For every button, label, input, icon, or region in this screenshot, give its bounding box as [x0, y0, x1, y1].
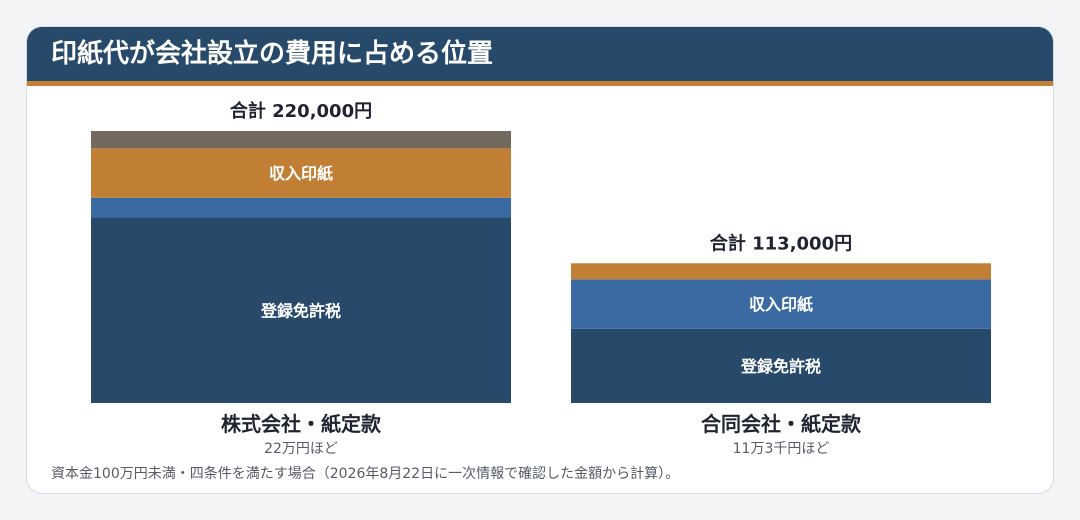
bar-segment-2-2	[571, 279, 991, 329]
bar-segment-1-3	[91, 148, 511, 198]
bar-segment-2-3	[571, 263, 991, 280]
segment-label: 収入印紙	[749, 295, 813, 314]
footnote: 資本金100万円未満・四条件を満たす場合（2026年8月22日に一次情報で確認し…	[51, 466, 680, 482]
category-sublabel: 22万円ほど	[264, 441, 338, 457]
bar-segment-2-1	[571, 328, 991, 403]
category-label: 株式会社・紙定款	[221, 412, 382, 436]
category-label: 合同会社・紙定款	[701, 412, 862, 436]
title-accent-line	[27, 81, 1053, 86]
bar-segment-1-1	[91, 217, 511, 403]
segment-label: 登録免許税	[740, 357, 821, 376]
title-bar: 印紙代が会社設立の費用に占める位置	[27, 27, 1053, 81]
bar-total-label: 合計 113,000円	[710, 232, 852, 254]
bar-total-label: 合計 220,000円	[230, 100, 372, 122]
bar-segment-1-4	[91, 131, 511, 149]
segment-label: 収入印紙	[269, 164, 333, 183]
category-sublabel: 11万3千円ほど	[733, 441, 830, 457]
chart-card: 印紙代が会社設立の費用に占める位置 登録免許税 収入印紙 合計 220,000円 株式…	[26, 26, 1054, 494]
segment-label: 登録免許税	[260, 301, 341, 320]
bar-segment-1-2	[91, 197, 511, 218]
chart-title: 印紙代が会社設立の費用に占める位置	[51, 39, 494, 69]
